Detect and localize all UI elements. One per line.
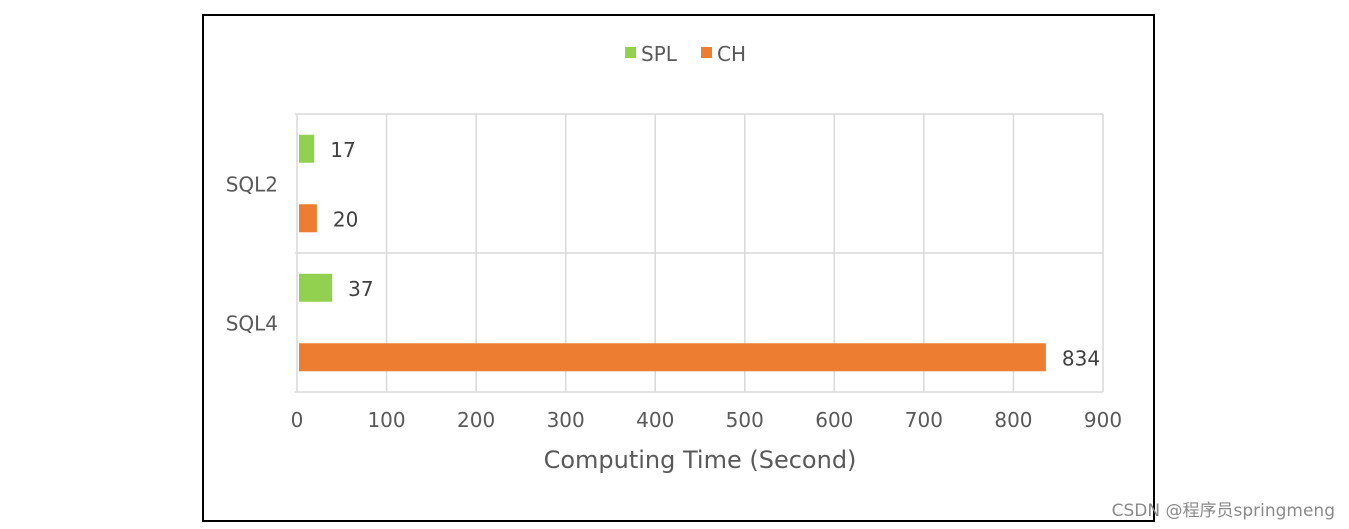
x-tick-label: 900 — [1084, 408, 1122, 432]
data-label: 20 — [333, 207, 358, 231]
x-tick-label: 500 — [726, 408, 764, 432]
data-label: 37 — [348, 277, 373, 301]
bar-chart: SQL2 17 20 SQL4 37 834 0 100 200 300 400 500 600 700 8… — [226, 42, 1122, 474]
category-label: SQL4 — [226, 312, 278, 336]
bar-spl-sql4 — [299, 273, 333, 302]
x-tick-label: 300 — [547, 408, 585, 432]
bar-ch-sql4 — [299, 343, 1046, 372]
legend-label-spl: SPL — [641, 42, 678, 66]
x-axis-title: Computing Time (Second) — [544, 446, 857, 474]
category-label: SQL2 — [226, 173, 278, 197]
data-label: 17 — [330, 138, 355, 162]
x-tick-label: 800 — [994, 408, 1032, 432]
x-tick-label: 100 — [367, 408, 405, 432]
chart-frame: SQL2 17 20 SQL4 37 834 0 100 200 300 400 500 600 700 8… — [202, 14, 1155, 522]
x-tick-label: 0 — [291, 408, 304, 432]
data-label: 834 — [1062, 346, 1100, 370]
watermark-text: CSDN @程序员springmeng — [1111, 501, 1335, 521]
x-tick-label: 600 — [815, 408, 853, 432]
legend-label-ch: CH — [717, 42, 746, 66]
x-tick-label: 700 — [905, 408, 943, 432]
legend-swatch-spl — [625, 47, 636, 58]
bar-ch-sql2 — [299, 204, 317, 233]
legend-swatch-ch — [701, 47, 712, 58]
x-tick-label: 400 — [636, 408, 674, 432]
bar-spl-sql2 — [299, 134, 315, 163]
x-tick-label: 200 — [457, 408, 495, 432]
